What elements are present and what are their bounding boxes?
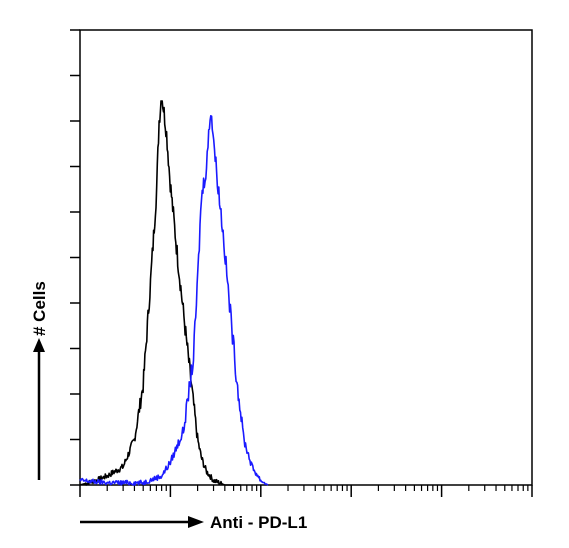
- x-axis-label: Anti - PD-L1: [210, 513, 307, 532]
- plot-frame: [79, 29, 533, 486]
- y-axis-ticks: [70, 29, 80, 486]
- x-axis-arrow-head: [188, 516, 204, 528]
- histogram-series-2: [79, 115, 269, 486]
- histogram-series-1: [79, 100, 241, 486]
- y-axis-label: # Cells: [30, 281, 49, 336]
- x-axis-ticks: [79, 485, 533, 497]
- series-layer: [79, 100, 269, 486]
- y-axis-arrow-head: [33, 338, 45, 352]
